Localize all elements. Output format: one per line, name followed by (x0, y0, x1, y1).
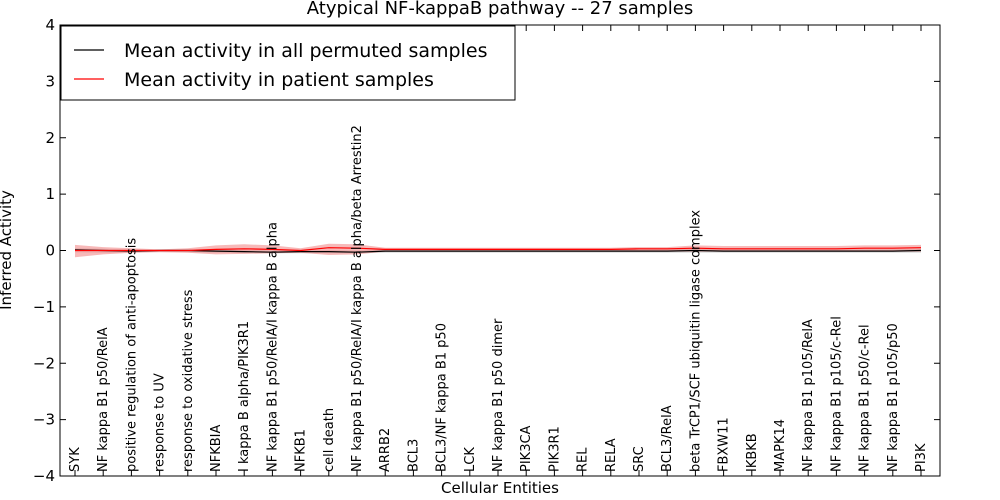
category-label: response to oxidative stress (181, 289, 196, 472)
y-tick-label: −1 (33, 298, 55, 316)
y-tick-label: −2 (33, 354, 55, 372)
legend-entry-patient: Mean activity in patient samples (124, 69, 434, 91)
category-label: NF kappa B1 p50/RelA (96, 327, 111, 472)
category-label: REL (576, 447, 591, 472)
category-label: SYK (68, 447, 83, 472)
legend-box (60, 25, 516, 101)
x-axis-label: Cellular Entities (441, 479, 559, 497)
category-label: NFKBIA (209, 425, 224, 472)
category-label: NF kappa B1 p50/c-Rel (858, 324, 873, 472)
category-label: positive regulation of anti-apoptosis (124, 238, 139, 472)
category-label: I kappa B alpha/PIK3R1 (237, 321, 252, 472)
category-label: PI3K (914, 443, 929, 472)
legend: Mean activity in all permuted samples Me… (60, 25, 516, 101)
category-label: NFKB1 (294, 429, 309, 472)
y-tick-label: 3 (45, 72, 55, 90)
y-axis-label: Inferred Activity (0, 190, 15, 310)
category-label: MAPK14 (773, 419, 788, 472)
category-label: response to UV (153, 373, 168, 472)
category-label: NF kappa B1 p50 dimer (491, 318, 506, 472)
category-label: IKBKB (745, 433, 760, 472)
legend-entry-permuted: Mean activity in all permuted samples (124, 40, 487, 62)
y-tick-label: 1 (45, 185, 55, 203)
y-tick-label: 4 (45, 16, 55, 34)
category-label: BCL3 (406, 439, 421, 472)
category-label: RELA (604, 438, 619, 472)
y-axis-ticks: −4 −3 −2 −1 0 1 2 3 4 (33, 16, 940, 485)
category-label: SRC (632, 446, 647, 472)
category-label: BCL3/RelA (660, 405, 675, 472)
category-label: LCK (463, 447, 478, 472)
category-label: NF kappa B1 p50/RelA/I kappa B alpha (265, 222, 280, 472)
y-tick-label: 2 (45, 129, 55, 147)
category-label: PIK3CA (519, 425, 534, 472)
y-tick-label: −3 (33, 411, 55, 429)
category-label: ARRB2 (378, 428, 393, 472)
category-label: NF kappa B1 p50/RelA/I kappa B alpha/bet… (350, 125, 365, 472)
patient-mean-line (75, 247, 922, 252)
category-label: PIK3R1 (547, 426, 562, 472)
series-lines (74, 247, 922, 253)
category-label: BCL3/NF kappa B1 p50 (435, 323, 450, 472)
y-tick-label: −4 (33, 467, 55, 485)
category-label: beta TrCP1/SCF ubiquitin ligase complex (688, 210, 703, 472)
category-label: cell death (322, 408, 337, 472)
chart-title: Atypical NF-kappaB pathway -- 27 samples (307, 0, 693, 19)
category-label: NF kappa B1 p105/c-Rel (829, 316, 844, 472)
permuted-mean-line (74, 249, 922, 253)
y-tick-label: 0 (45, 242, 55, 260)
category-label: FBXW11 (717, 417, 732, 472)
category-labels: SYK NF kappa B1 p50/RelA positive regulati… (68, 125, 929, 472)
category-label: NF kappa B1 p105/p50 (886, 323, 901, 472)
category-label: NF kappa B1 p105/RelA (801, 319, 816, 472)
